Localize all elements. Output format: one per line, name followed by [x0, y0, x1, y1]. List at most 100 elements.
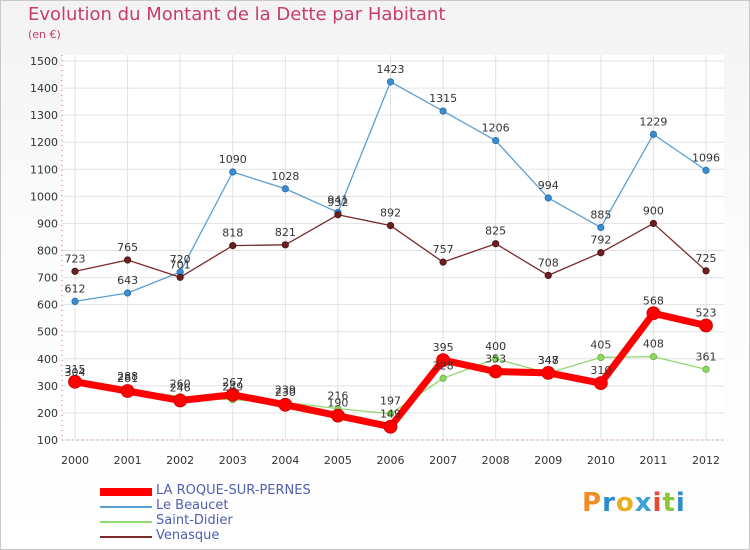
data-point-venasque — [544, 271, 552, 280]
data-label-venasque: 900 — [643, 204, 664, 217]
y-tick-label: 1500 — [30, 55, 58, 68]
x-tick-label: 2012 — [692, 454, 720, 467]
data-point-venasque — [176, 273, 184, 281]
x-tick-label: 2001 — [114, 454, 142, 467]
data-point-la-roque-sur-pernes — [488, 364, 503, 379]
data-point-la-roque-sur-pernes — [383, 419, 398, 434]
data-label-la-roque-sur-pernes: 149 — [380, 408, 401, 421]
logo-letter: r — [602, 488, 616, 518]
y-tick-label: 1300 — [30, 109, 58, 122]
data-label-le-beaucet: 720 — [170, 253, 191, 266]
data-point-saint-didier — [492, 355, 500, 363]
data-label-venasque: 825 — [485, 225, 506, 238]
data-label-la-roque-sur-pernes: 348 — [538, 354, 559, 367]
data-point-le-beaucet — [649, 130, 658, 138]
data-point-venasque — [229, 242, 237, 250]
data-point-saint-didier — [386, 410, 395, 418]
legend-swatch-la-roque — [100, 488, 152, 496]
data-label-saint-didier: 408 — [643, 338, 664, 351]
legend-swatch-le-beaucet — [100, 506, 152, 508]
data-label-le-beaucet: 994 — [538, 179, 559, 192]
logo-letter: t — [662, 488, 676, 518]
data-point-le-beaucet — [386, 78, 395, 86]
data-label-venasque: 757 — [433, 243, 454, 256]
data-point-le-beaucet — [597, 223, 605, 232]
axes: 100 200 300 400 500 600 700 800 900 1000 1100 1200 1… — [30, 55, 724, 467]
data-label-saint-didier: 260 — [170, 378, 191, 391]
data-label-saint-didier: 288 — [117, 370, 138, 383]
data-label-le-beaucet: 643 — [117, 274, 138, 287]
data-label-venasque: 725 — [696, 252, 717, 265]
y-tick-label: 1100 — [30, 163, 58, 176]
data-label-le-beaucet: 941 — [327, 193, 348, 206]
data-label-saint-didier: 249 — [222, 381, 243, 394]
x-tick-label: 2010 — [587, 454, 615, 467]
data-point-la-roque-sur-pernes — [699, 318, 713, 333]
data-point-venasque — [71, 267, 79, 275]
data-label-la-roque-sur-pernes: 310 — [590, 364, 611, 377]
x-tick-label: 2000 — [61, 454, 89, 467]
data-label-saint-didier: 216 — [327, 390, 348, 403]
proxiti-logo: Proxiti — [582, 488, 686, 518]
data-label-la-roque-sur-pernes: 353 — [485, 353, 506, 366]
data-label-saint-didier: 239 — [275, 383, 296, 396]
data-label-saint-didier: 304 — [65, 366, 86, 379]
data-point-le-beaucet — [702, 166, 710, 174]
data-label-venasque: 932 — [327, 196, 348, 209]
data-label-venasque: 701 — [170, 258, 191, 271]
data-point-la-roque-sur-pernes — [593, 376, 608, 391]
logo-letter: x — [634, 488, 653, 518]
plot-area — [62, 55, 724, 440]
data-point-venasque — [702, 267, 710, 275]
data-label-venasque: 723 — [65, 252, 86, 265]
data-label-venasque: 708 — [538, 256, 559, 269]
data-point-la-roque-sur-pernes — [541, 365, 556, 380]
data-label-le-beaucet: 1315 — [429, 92, 457, 105]
data-point-le-beaucet — [123, 289, 132, 297]
y-tick-label: 100 — [37, 434, 58, 447]
data-label-la-roque-sur-pernes: 568 — [643, 294, 664, 307]
data-label-saint-didier: 405 — [590, 338, 611, 351]
x-tick-label: 2005 — [324, 454, 352, 467]
data-label-la-roque-sur-pernes: 190 — [327, 397, 348, 410]
y-tick-label: 900 — [37, 217, 58, 230]
x-tick-label: 2003 — [219, 454, 247, 467]
y-tick-label: 1200 — [30, 136, 58, 149]
data-label-la-roque-sur-pernes: 281 — [117, 372, 138, 385]
data-label-la-roque-sur-pernes: 246 — [170, 381, 191, 394]
y-tick-label: 300 — [37, 380, 58, 393]
y-tick-label: 800 — [37, 245, 58, 258]
data-point-le-beaucet — [281, 185, 289, 193]
x-tick-label: 2002 — [166, 454, 194, 467]
data-point-venasque — [123, 256, 132, 264]
data-point-saint-didier — [439, 374, 447, 382]
series-lines — [68, 78, 713, 434]
logo-letter: o — [615, 488, 635, 518]
logo-letter: P — [582, 488, 603, 518]
data-label-la-roque-sur-pernes: 267 — [222, 376, 243, 389]
data-labels: 612 643 720 1090 1028 941 1423 1315 1206 994 885 12… — [65, 63, 721, 421]
data-label-le-beaucet: 1096 — [692, 151, 720, 164]
data-point-venasque — [492, 240, 500, 248]
data-label-saint-didier: 361 — [696, 350, 717, 363]
y-tick-label: 1000 — [30, 190, 58, 203]
y-tick-label: 500 — [37, 326, 58, 339]
data-label-venasque: 892 — [380, 207, 401, 220]
data-point-le-beaucet — [71, 297, 79, 305]
data-point-la-roque-sur-pernes — [68, 374, 82, 389]
chart-title: Evolution du Montant de la Dette par Hab… — [28, 4, 446, 25]
data-point-la-roque-sur-pernes — [331, 408, 345, 423]
data-point-la-roque-sur-pernes — [120, 384, 135, 398]
legend-label-le-beaucet: Le Beaucet — [156, 498, 229, 513]
data-label-venasque: 818 — [222, 227, 243, 240]
data-point-venasque — [386, 221, 395, 230]
data-point-la-roque-sur-pernes — [173, 393, 188, 408]
data-label-saint-didier: 197 — [380, 395, 401, 408]
data-point-la-roque-sur-pernes — [436, 353, 450, 368]
data-label-la-roque-sur-pernes: 315 — [65, 363, 86, 376]
data-label-saint-didier: 347 — [538, 354, 559, 367]
data-label-la-roque-sur-pernes: 230 — [275, 386, 296, 399]
legend-swatch-saint-didier — [100, 521, 152, 523]
data-label-venasque: 765 — [117, 241, 138, 254]
data-label-saint-didier: 328 — [433, 359, 454, 372]
